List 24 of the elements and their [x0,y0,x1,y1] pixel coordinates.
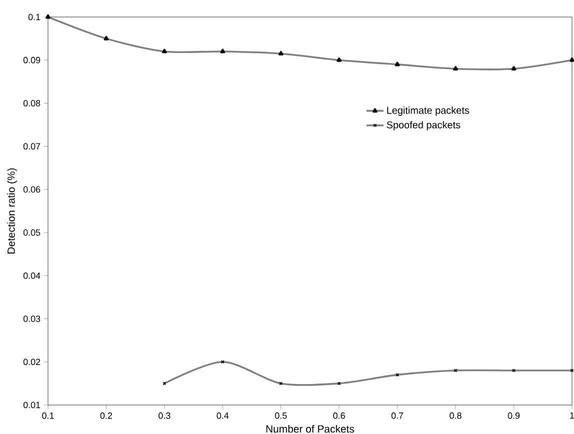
x-tick-label: 0.7 [391,412,404,419]
y-tick-label: 0.02 [23,358,40,366]
y-tick-label: 0.03 [23,316,40,322]
legend-label: Legitimate packets [387,106,470,116]
x-tick-label: 0.8 [450,412,462,419]
y-tick-label: 0.01 [23,402,40,408]
y-axis-title: Detection ratio (%) [7,168,17,254]
y-tick-label: 0.07 [23,143,40,150]
x-tick-label: 0.3 [158,412,170,419]
x-tick-label: 0.5 [275,412,287,419]
y-tick-label: 0.08 [23,100,40,106]
legend-label: Spoofed packets [386,121,460,130]
y-tick-label: 0.06 [23,186,40,193]
y-tick-label: 0.09 [23,56,40,64]
x-tick-label: 0.2 [100,412,112,419]
x-tick-label: 0.1 [42,412,54,419]
x-tick-label: 0.6 [333,412,345,419]
y-tick-label: 0.1 [28,14,40,20]
x-tick-label: 0.4 [216,412,229,419]
y-tick-label: 0.04 [23,272,40,279]
y-tick-label: 0.05 [23,229,40,236]
x-tick-label: 1 [570,412,574,419]
x-axis-title: Number of Packets [266,424,354,433]
x-tick-label: 0.9 [508,412,520,419]
